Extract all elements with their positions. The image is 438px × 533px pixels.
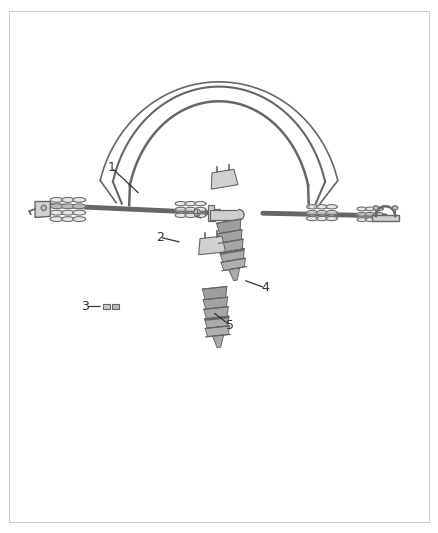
Polygon shape <box>194 207 206 212</box>
Polygon shape <box>229 268 240 280</box>
Polygon shape <box>175 207 187 212</box>
Polygon shape <box>185 213 196 217</box>
Polygon shape <box>194 213 206 217</box>
Polygon shape <box>373 206 378 210</box>
Circle shape <box>194 209 200 216</box>
Polygon shape <box>199 236 226 255</box>
Polygon shape <box>365 207 375 211</box>
Polygon shape <box>307 216 318 221</box>
Polygon shape <box>326 211 337 215</box>
Polygon shape <box>357 213 367 216</box>
Text: 2: 2 <box>156 231 164 244</box>
Polygon shape <box>194 201 206 206</box>
Polygon shape <box>392 206 398 210</box>
Polygon shape <box>73 198 86 202</box>
Polygon shape <box>374 218 383 221</box>
Polygon shape <box>185 207 196 212</box>
Polygon shape <box>374 213 383 216</box>
Polygon shape <box>61 211 74 215</box>
Polygon shape <box>61 217 74 221</box>
Polygon shape <box>357 207 367 211</box>
Polygon shape <box>316 211 328 215</box>
Polygon shape <box>185 201 196 206</box>
Polygon shape <box>221 258 245 270</box>
Polygon shape <box>203 297 228 309</box>
Polygon shape <box>374 207 383 211</box>
Polygon shape <box>212 335 223 348</box>
Polygon shape <box>307 205 318 209</box>
Polygon shape <box>35 201 50 217</box>
Bar <box>103 304 110 309</box>
Polygon shape <box>73 217 86 221</box>
Polygon shape <box>175 213 187 217</box>
Polygon shape <box>365 218 375 221</box>
Polygon shape <box>202 287 227 300</box>
Polygon shape <box>316 205 328 209</box>
Polygon shape <box>50 211 64 215</box>
Polygon shape <box>326 216 337 221</box>
Polygon shape <box>239 209 244 220</box>
Polygon shape <box>307 211 318 215</box>
Polygon shape <box>50 204 64 208</box>
Bar <box>112 304 119 309</box>
Polygon shape <box>41 205 46 211</box>
Text: 4: 4 <box>261 281 269 294</box>
Text: 3: 3 <box>81 300 89 313</box>
Polygon shape <box>220 249 244 262</box>
Polygon shape <box>50 198 64 202</box>
Text: 1: 1 <box>108 161 116 174</box>
Bar <box>210 210 239 220</box>
Polygon shape <box>326 205 337 209</box>
Bar <box>372 215 399 221</box>
Polygon shape <box>205 316 229 328</box>
Polygon shape <box>50 217 64 221</box>
Polygon shape <box>61 198 74 202</box>
Polygon shape <box>365 213 375 216</box>
Text: 5: 5 <box>226 319 234 332</box>
Polygon shape <box>219 239 243 253</box>
Polygon shape <box>357 218 367 221</box>
Polygon shape <box>61 204 74 208</box>
Polygon shape <box>208 205 220 221</box>
Polygon shape <box>216 219 241 233</box>
Polygon shape <box>211 169 238 189</box>
Polygon shape <box>204 306 228 319</box>
Polygon shape <box>175 201 187 206</box>
Polygon shape <box>316 216 328 221</box>
Polygon shape <box>205 326 230 337</box>
Polygon shape <box>218 230 242 243</box>
Polygon shape <box>73 204 86 208</box>
Polygon shape <box>73 211 86 215</box>
